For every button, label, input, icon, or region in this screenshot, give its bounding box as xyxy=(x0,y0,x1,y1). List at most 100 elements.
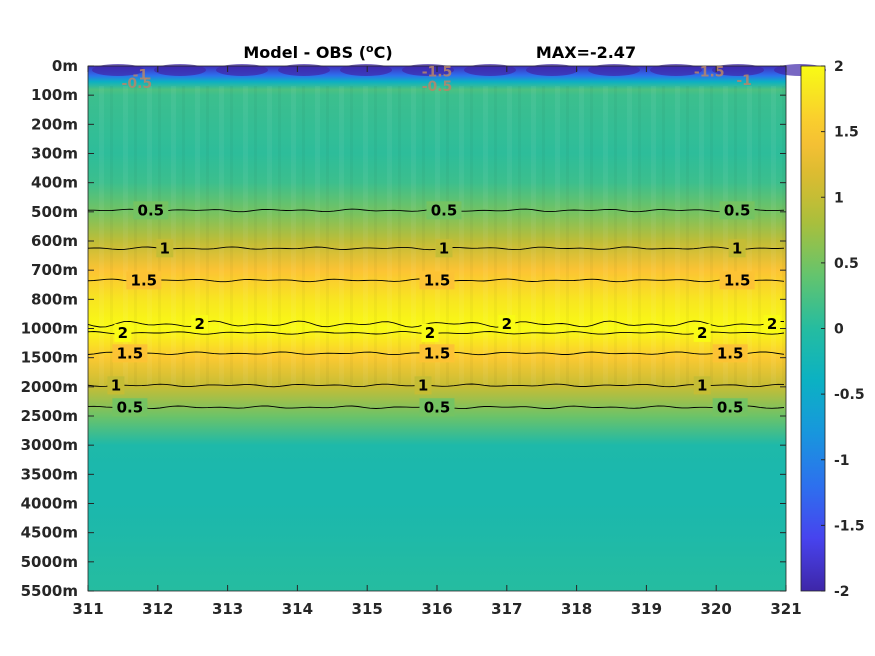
y-tick-label: 4500m xyxy=(21,524,78,542)
y-tick-label: 600m xyxy=(31,232,78,250)
contour-label-bg xyxy=(419,271,455,290)
contour-line xyxy=(87,383,785,388)
contour-label: 0.5 xyxy=(724,201,751,219)
y-tick-label: 400m xyxy=(31,174,78,192)
y-tick-label: 300m xyxy=(31,145,78,163)
colorbar-tick-label: 0 xyxy=(834,322,844,338)
y-tick-label: 2500m xyxy=(21,407,78,425)
y-tick-label: 2000m xyxy=(21,378,78,396)
y-tick-label: 5500m xyxy=(21,582,78,600)
title-unit: C) xyxy=(374,43,393,62)
contour-label: 1 xyxy=(439,239,449,257)
surface-contour-label: -1 xyxy=(736,73,752,89)
x-tick-label: 317 xyxy=(491,600,522,618)
contour-label: 0.5 xyxy=(117,398,144,416)
contour-label: 1.5 xyxy=(717,344,744,362)
contour-label-bg xyxy=(435,239,453,258)
surface-cell xyxy=(154,64,206,76)
colorbar-tick-label: -2 xyxy=(834,584,850,600)
x-tick-label: 311 xyxy=(72,600,103,618)
surface-cell xyxy=(464,64,516,76)
contour-label-bg xyxy=(693,376,711,395)
y-tick-label: 100m xyxy=(31,86,78,104)
contour-label-bg xyxy=(156,239,174,258)
contour-label-bg xyxy=(719,271,755,290)
contour-label: 1.5 xyxy=(131,271,158,289)
contour-label: 0.5 xyxy=(138,201,165,219)
y-tick-label: 1500m xyxy=(21,349,78,367)
contour-label-bg xyxy=(498,315,516,334)
contour-label-bg xyxy=(419,398,455,417)
surface-contour-label: -1 xyxy=(133,67,149,83)
contour-label: 0.5 xyxy=(431,201,458,219)
title-degree: o xyxy=(366,42,374,55)
contour-layer: 0.5 0.5 0.51 1 11.5 1.5 1.52 2 22 2 21.5 1.5 1.51 1 10… xyxy=(87,64,785,417)
max-annotation: MAX=-2.47 xyxy=(536,43,636,62)
contour-label: 1 xyxy=(697,376,707,394)
x-tick-label: 319 xyxy=(631,600,662,618)
x-tick-label: 318 xyxy=(561,600,592,618)
y-tick-label: 3000m xyxy=(21,436,78,454)
contour-label: 2 xyxy=(118,324,128,342)
y-axis: 0m 100m 200m 300m 400m 500m 600m 700m 800m 1000m 1… xyxy=(21,57,786,600)
colorbar-tick-label: 0.5 xyxy=(834,256,859,272)
contour-label-bg xyxy=(426,201,462,220)
colorbar-tick-label: -1.5 xyxy=(834,518,865,534)
contour-label-bg xyxy=(191,315,209,334)
contour-label-bg xyxy=(114,323,132,342)
surface-cell xyxy=(340,64,392,76)
contour-label-bg xyxy=(107,376,125,395)
contour-label: 2 xyxy=(697,324,707,342)
surface-cell xyxy=(92,64,144,76)
y-tick-label: 800m xyxy=(31,290,78,308)
y-tick-label: 0m xyxy=(52,57,78,75)
contour-label: 0.5 xyxy=(717,398,744,416)
chart-title: Model - OBS (oC) xyxy=(243,42,392,62)
y-tick-label: 3500m xyxy=(21,465,78,483)
x-tick-label: 312 xyxy=(142,600,173,618)
contour-label: 1 xyxy=(160,239,170,257)
surface-cell xyxy=(402,64,454,76)
x-axis: 311 312 313 314 315 316 317 318 319 320 321 xyxy=(72,66,802,618)
surface-contour-label: -0.5 xyxy=(122,76,153,92)
contour-label: 0.5 xyxy=(424,398,451,416)
surface-cell xyxy=(278,64,330,76)
colorbar: 2 1.5 1 0.5 0 -0.5 -1 -1.5 -2 xyxy=(800,59,865,600)
surface-contour-label: -1.5 xyxy=(694,64,725,80)
contour-label-bg xyxy=(112,344,148,363)
contour-label: 1.5 xyxy=(117,344,144,362)
x-tick-label: 320 xyxy=(701,600,732,618)
y-tick-label: 200m xyxy=(31,115,78,133)
y-tick-label: 500m xyxy=(31,203,78,221)
contour-label: 2 xyxy=(425,324,435,342)
x-tick-label: 315 xyxy=(352,600,383,618)
contour-label-bg xyxy=(126,271,162,290)
contour-label-bg xyxy=(712,344,748,363)
x-tick-label: 321 xyxy=(770,600,801,618)
surface-cell xyxy=(588,64,640,76)
contour-label-bg xyxy=(712,398,748,417)
y-tick-label: 4000m xyxy=(21,495,78,513)
colorbar-tick-label: -1 xyxy=(834,453,850,469)
contour-label: 2 xyxy=(502,315,512,333)
contour-label-bg xyxy=(763,315,781,334)
contour-label: 1 xyxy=(732,239,742,257)
contour-label-bg xyxy=(719,201,755,220)
contour-label-bg xyxy=(728,239,746,258)
title-main: Model - OBS ( xyxy=(243,43,366,62)
colorbar-tick-label: 2 xyxy=(834,59,844,75)
contour-label-bg xyxy=(421,323,439,342)
y-tick-label: 5000m xyxy=(21,553,78,571)
contour-label: 1.5 xyxy=(724,271,751,289)
contour-label-bg xyxy=(112,398,148,417)
contour-label-bg xyxy=(133,201,169,220)
surface-cell xyxy=(712,64,764,76)
surface-contour-label: -1.5 xyxy=(422,64,453,80)
x-tick-label: 314 xyxy=(282,600,313,618)
surface-cell xyxy=(526,64,578,76)
colorbar-tick-label: -0.5 xyxy=(834,387,865,403)
surface-cells xyxy=(92,64,826,76)
surface-cell xyxy=(650,64,702,76)
contour-label: 1.5 xyxy=(424,271,451,289)
